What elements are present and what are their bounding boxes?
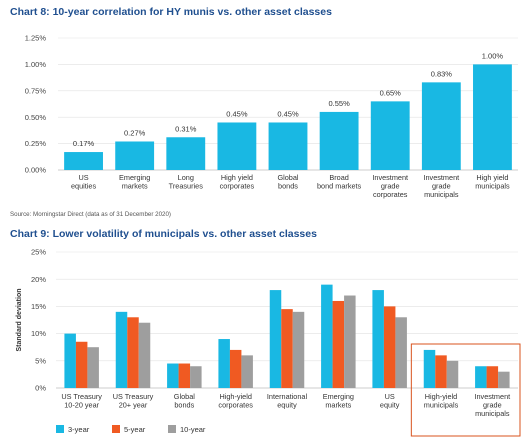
category-label: Emerging markets bbox=[323, 392, 354, 410]
bar-10-year bbox=[292, 311, 305, 388]
bar-10-year bbox=[87, 347, 99, 388]
category-label: Emerging markets bbox=[119, 173, 150, 191]
legend-swatch bbox=[112, 425, 120, 433]
category-label: US Treasury 10-20 year bbox=[61, 392, 102, 410]
bar-5-year bbox=[435, 355, 447, 388]
bar bbox=[166, 137, 206, 170]
bar-10-year bbox=[498, 371, 510, 388]
category-label: Broad bond markets bbox=[317, 173, 362, 191]
bar-5-year bbox=[332, 300, 345, 388]
bar bbox=[115, 141, 155, 170]
bar-10-year bbox=[190, 366, 202, 388]
bar-5-year bbox=[127, 317, 139, 388]
bar-10-year bbox=[241, 355, 253, 388]
data-label: 0.17% bbox=[73, 139, 95, 148]
category-label: Investment grade corporates bbox=[372, 173, 408, 199]
category-label: High-yield corporates bbox=[218, 392, 253, 410]
bar-3-year bbox=[423, 349, 436, 388]
category-label: US equities bbox=[71, 173, 97, 191]
data-label: 0.27% bbox=[124, 128, 146, 137]
bar bbox=[319, 111, 359, 170]
legend-label: 10-year bbox=[180, 425, 206, 434]
bar-3-year bbox=[269, 290, 282, 388]
bar-10-year bbox=[344, 295, 356, 388]
category-label: US Treasury 20+ year bbox=[113, 392, 154, 410]
municipals-highlight-box bbox=[410, 343, 521, 437]
data-label: 0.83% bbox=[431, 69, 453, 78]
y-tick-label: 0.25% bbox=[25, 139, 47, 148]
y-tick-label: 0% bbox=[35, 384, 46, 393]
category-label: High-yield municipals bbox=[424, 392, 459, 410]
bar bbox=[268, 122, 308, 170]
bar-3-year bbox=[218, 339, 230, 388]
bar-5-year bbox=[229, 349, 242, 388]
category-label: Global bonds bbox=[277, 173, 298, 191]
y-tick-label: 0.00% bbox=[25, 166, 47, 175]
bar-5-year bbox=[486, 366, 499, 388]
chart-8-title: Chart 8: 10-year correlation for HY muni… bbox=[10, 6, 332, 18]
y-tick-label: 1.25% bbox=[25, 34, 47, 43]
bar-5-year bbox=[383, 306, 396, 388]
bar bbox=[64, 152, 103, 170]
bar-10-year bbox=[395, 317, 407, 388]
chart-8-source: Source: Morningstar Direct (data as of 3… bbox=[10, 211, 171, 218]
bar bbox=[217, 122, 257, 170]
y-tick-label: 1.00% bbox=[25, 60, 47, 69]
y-tick-label: 0.75% bbox=[25, 86, 47, 95]
bar bbox=[421, 82, 461, 170]
bar-3-year bbox=[167, 363, 179, 388]
chart-8-plot: 0.00% 0.25% 0.50% 0.75% 1.00% 1.25% 0.17% US equ… bbox=[25, 34, 518, 199]
data-label: 0.31% bbox=[175, 124, 197, 133]
y-axis-label: Standard deviation bbox=[16, 288, 23, 351]
category-label: International equity bbox=[267, 392, 308, 410]
legend-label: 5-year bbox=[124, 425, 146, 434]
bar-3-year bbox=[115, 311, 128, 388]
category-label: Global bonds bbox=[174, 392, 195, 410]
bar-3-year bbox=[475, 366, 487, 388]
y-tick-label: 15% bbox=[31, 302, 46, 311]
bar-10-year bbox=[138, 322, 151, 388]
data-label: 0.45% bbox=[226, 109, 248, 118]
category-label: Investment grade municipals bbox=[423, 173, 459, 199]
data-label: 0.65% bbox=[380, 88, 402, 97]
legend-swatch bbox=[56, 425, 64, 433]
category-label: Investment grade municipals bbox=[474, 392, 510, 418]
bar-3-year bbox=[64, 333, 76, 388]
category-label: High yield municipals bbox=[475, 173, 510, 191]
bar-10-year bbox=[446, 360, 459, 388]
bar bbox=[370, 101, 410, 170]
bar-3-year bbox=[372, 290, 384, 388]
chart-9-title: Chart 9: Lower volatility of municipals … bbox=[10, 228, 317, 240]
legend-label: 3-year bbox=[68, 425, 90, 434]
bar-5-year bbox=[178, 363, 191, 388]
legend-swatch bbox=[168, 425, 176, 433]
data-label: 1.00% bbox=[482, 51, 504, 60]
bar-5-year bbox=[75, 341, 88, 388]
bar-3-year bbox=[321, 284, 333, 388]
y-tick-label: 20% bbox=[31, 275, 46, 284]
bar bbox=[473, 64, 512, 170]
data-label: 0.45% bbox=[277, 109, 299, 118]
category-label: US equity bbox=[380, 392, 400, 410]
y-tick-label: 10% bbox=[31, 329, 46, 338]
data-label: 0.55% bbox=[328, 99, 350, 108]
category-label: Long Treasuries bbox=[169, 173, 204, 191]
y-tick-label: 25% bbox=[31, 248, 46, 257]
y-tick-label: 0.50% bbox=[25, 113, 47, 122]
bar-5-year bbox=[281, 309, 293, 388]
category-label: High yield corporates bbox=[220, 173, 255, 191]
y-tick-label: 5% bbox=[35, 356, 46, 365]
